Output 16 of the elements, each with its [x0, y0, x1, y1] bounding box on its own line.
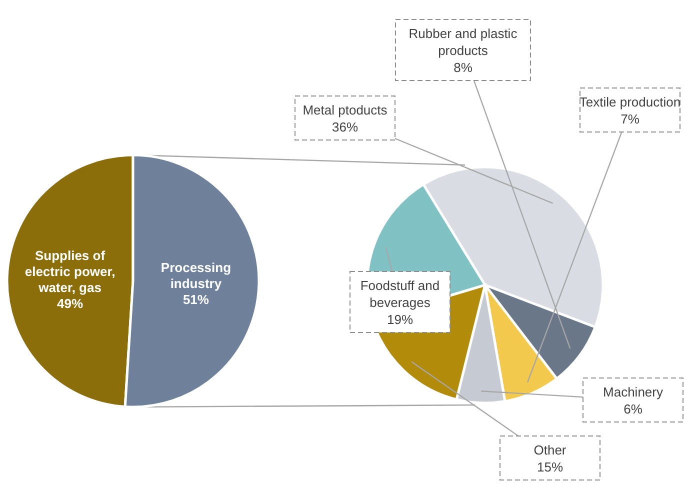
slice-label: Metal ptoducts [302, 102, 388, 118]
data-label: 6% [624, 402, 643, 416]
data-label: 49% [57, 296, 84, 312]
slice-label: Supplies of electric power, water, gas [24, 248, 116, 296]
data-label: 36% [332, 120, 358, 134]
slice-label: Foodstuff and beverages [360, 278, 440, 310]
slice-label: Machinery [603, 384, 664, 400]
data-label: 51% [182, 292, 210, 307]
data-label: 7% [620, 112, 640, 126]
slice-label: Textile production [579, 94, 681, 110]
slice-label: Other [534, 442, 567, 458]
slice-label: Rubber and plastic products [408, 26, 518, 58]
slice-label: Processing industry [160, 260, 232, 291]
data-label: 19% [386, 312, 414, 327]
data-label: 15% [536, 460, 564, 474]
data-label: 8% [454, 60, 473, 75]
